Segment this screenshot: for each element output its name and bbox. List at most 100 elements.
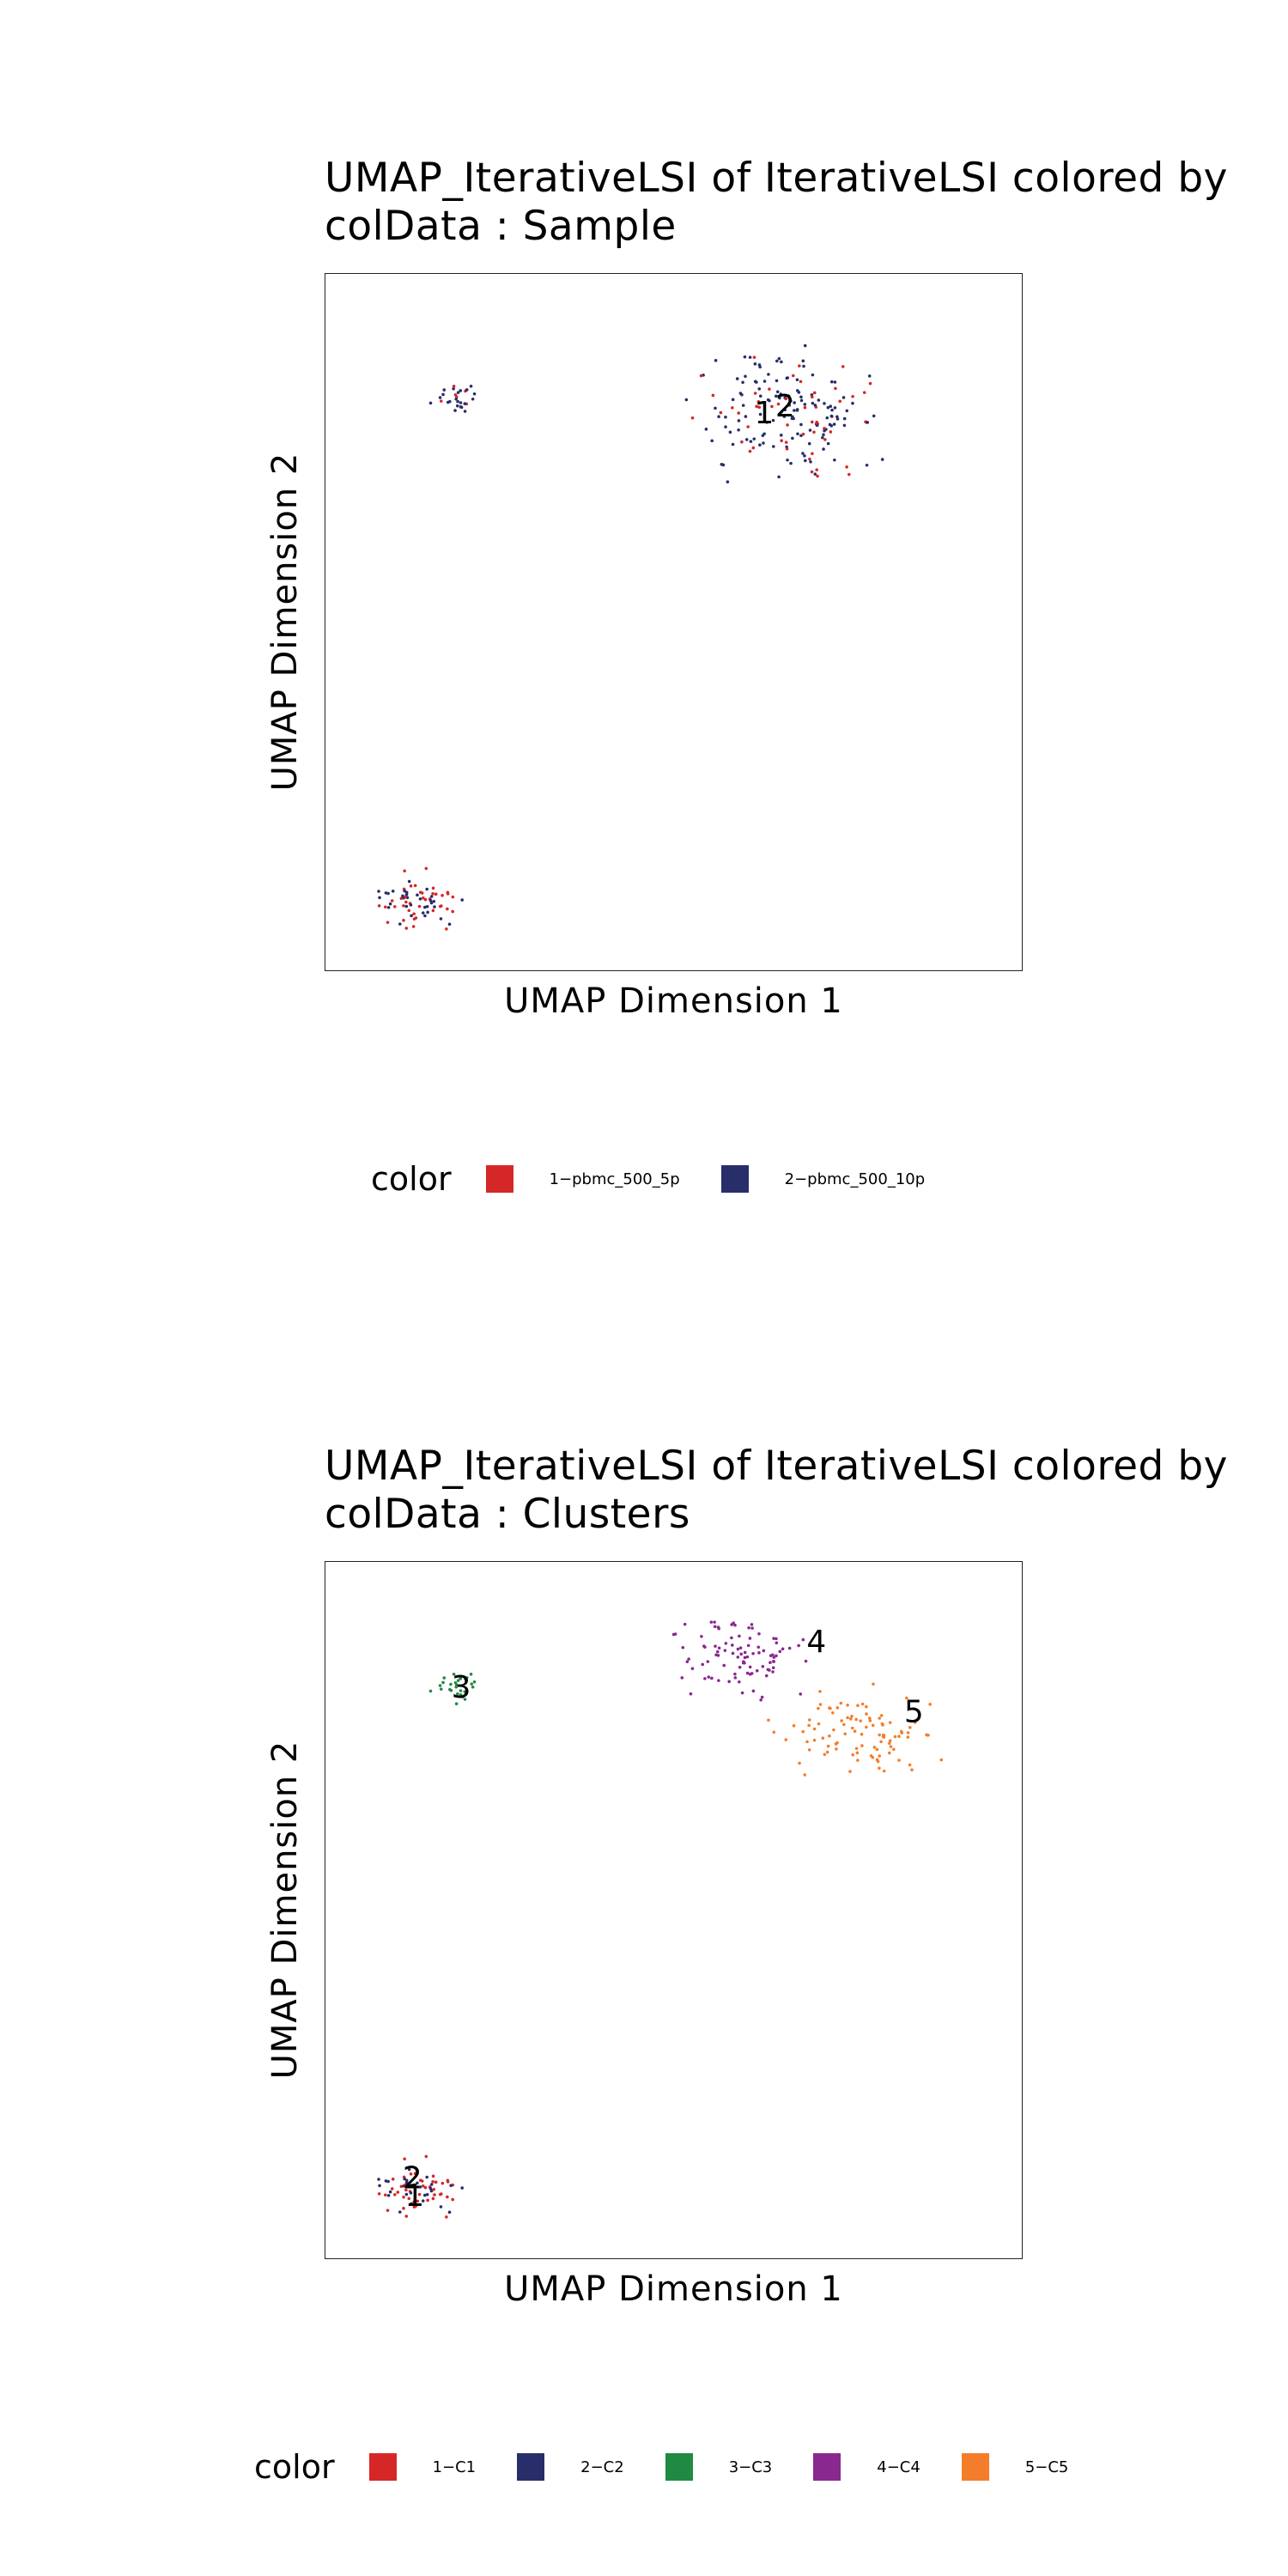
data-point — [471, 1685, 475, 1689]
legend-swatch — [961, 2453, 989, 2481]
data-point — [431, 2174, 435, 2178]
data-point — [446, 2180, 450, 2184]
data-point — [817, 398, 821, 402]
data-point — [851, 401, 854, 405]
data-point — [432, 2188, 436, 2191]
y-axis-label: UMAP Dimension 2 — [265, 452, 305, 792]
data-point — [740, 440, 744, 444]
data-point — [377, 890, 380, 893]
data-point — [743, 355, 747, 359]
data-point — [404, 900, 408, 904]
data-point — [865, 1704, 868, 1709]
data-point — [433, 905, 436, 908]
data-point — [868, 381, 872, 386]
data-point — [404, 904, 409, 908]
data-point — [412, 2200, 416, 2204]
data-point — [910, 1768, 914, 1771]
data-point — [714, 1653, 718, 1657]
data-point — [780, 410, 784, 414]
data-point — [804, 459, 807, 463]
data-point — [795, 389, 799, 392]
data-point — [880, 458, 884, 461]
data-point — [879, 1740, 883, 1744]
data-point — [724, 1642, 728, 1645]
data-point — [736, 1647, 740, 1651]
data-point — [750, 1672, 754, 1675]
data-point — [889, 1745, 893, 1748]
data-point — [856, 1759, 860, 1762]
data-point — [710, 439, 714, 443]
data-point — [801, 432, 805, 436]
data-point — [821, 435, 824, 440]
data-point — [815, 420, 818, 424]
data-point — [799, 1692, 803, 1696]
data-point — [445, 2215, 448, 2219]
data-point — [897, 1735, 901, 1738]
data-point — [757, 405, 762, 410]
data-point — [862, 391, 866, 394]
data-point — [404, 895, 407, 899]
data-point — [823, 402, 826, 405]
data-point — [736, 1656, 740, 1659]
data-point — [733, 1623, 737, 1627]
data-point — [851, 394, 854, 398]
data-point — [714, 359, 718, 362]
data-point — [757, 1651, 761, 1655]
data-point — [749, 440, 753, 443]
data-point — [793, 401, 796, 404]
data-point — [689, 1692, 693, 1696]
data-point — [813, 404, 817, 407]
data-point — [772, 1637, 775, 1640]
data-point — [421, 911, 425, 914]
data-point — [751, 1689, 756, 1693]
data-point — [418, 2185, 422, 2189]
data-point — [775, 394, 778, 398]
data-point — [421, 2199, 425, 2202]
data-point — [795, 378, 799, 382]
data-point — [775, 1641, 779, 1645]
data-point — [789, 461, 793, 465]
data-point — [456, 399, 459, 404]
data-point — [690, 416, 695, 420]
data-point — [449, 2184, 453, 2188]
data-point — [854, 1717, 858, 1722]
data-point — [748, 1665, 752, 1669]
data-point — [391, 890, 395, 893]
data-point — [809, 460, 812, 464]
data-point — [843, 1732, 848, 1736]
data-point — [817, 1706, 820, 1710]
data-point — [758, 443, 762, 447]
data-point — [720, 463, 724, 466]
data-point — [737, 419, 741, 422]
data-point — [724, 425, 727, 428]
data-point — [456, 391, 460, 394]
data-point — [927, 1734, 930, 1737]
data-point — [797, 1643, 800, 1648]
legend-swatch — [517, 2453, 545, 2481]
data-point — [469, 1672, 473, 1676]
data-point — [681, 1645, 685, 1649]
data-point — [459, 401, 463, 404]
data-point — [835, 1706, 840, 1710]
data-point — [407, 908, 411, 913]
data-point — [908, 1763, 912, 1767]
data-point — [775, 1654, 778, 1658]
data-point — [717, 1626, 720, 1631]
data-point — [403, 2177, 406, 2181]
data-point — [432, 900, 436, 903]
data-point — [737, 411, 741, 415]
data-point — [472, 392, 477, 396]
data-point — [781, 1647, 785, 1651]
data-point — [771, 418, 775, 422]
data-point — [812, 430, 816, 434]
data-point — [801, 1729, 805, 1734]
data-point — [442, 1676, 447, 1680]
data-point — [452, 384, 456, 388]
data-point — [831, 1710, 835, 1715]
data-point — [446, 907, 449, 911]
data-point — [767, 373, 770, 376]
data-point — [424, 866, 428, 871]
x-axis-label: UMAP Dimension 1 — [504, 981, 843, 1021]
data-point — [753, 380, 757, 384]
